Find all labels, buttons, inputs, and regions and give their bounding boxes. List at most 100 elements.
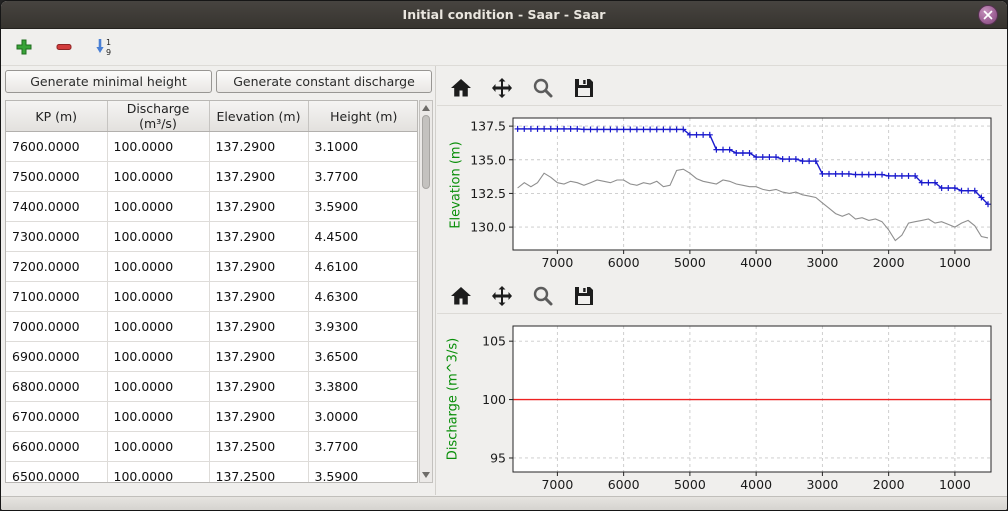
table-cell[interactable]: 3.5900 <box>308 461 417 482</box>
main-toolbar: 1 9 <box>11 31 117 63</box>
table-cell[interactable]: 7300.0000 <box>6 221 108 252</box>
table-cell[interactable]: 6800.0000 <box>6 371 108 402</box>
svg-text:5000: 5000 <box>674 477 706 492</box>
close-icon <box>983 10 993 20</box>
table-cell[interactable]: 100.0000 <box>107 311 210 342</box>
table-cell[interactable]: 3.6500 <box>308 341 417 372</box>
plot-save-button[interactable] <box>570 282 598 310</box>
remove-row-button[interactable] <box>51 34 77 60</box>
table-row: 7300.0000 100.0000 137.2900 4.4500 <box>6 221 417 252</box>
scrollbar-thumb[interactable] <box>422 115 430 189</box>
table-row: 7200.0000 100.0000 137.2900 4.6100 <box>6 251 417 282</box>
generate-constant-discharge-button[interactable]: Generate constant discharge <box>216 70 432 93</box>
table-cell[interactable]: 6700.0000 <box>6 401 108 432</box>
plot-zoom-button[interactable] <box>529 282 557 310</box>
table-cell[interactable]: 100.0000 <box>107 281 210 312</box>
table-cell[interactable]: 7600.0000 <box>6 131 108 162</box>
table-cell[interactable]: 100.0000 <box>107 341 210 372</box>
table-cell[interactable]: 3.3800 <box>308 371 417 402</box>
table-cell[interactable]: 6900.0000 <box>6 341 108 372</box>
plot-save-button[interactable] <box>570 74 598 102</box>
svg-text:95: 95 <box>490 450 506 465</box>
table-cell[interactable]: 137.2900 <box>209 161 309 192</box>
svg-text:3000: 3000 <box>806 255 838 270</box>
table-row: 7400.0000 100.0000 137.2900 3.5900 <box>6 191 417 222</box>
scroll-up-arrow-icon[interactable] <box>422 105 430 111</box>
titlebar[interactable]: Initial condition - Saar - Saar <box>1 1 1007 29</box>
table-cell[interactable]: 100.0000 <box>107 461 210 482</box>
svg-text:132.5: 132.5 <box>470 186 506 201</box>
magnifier-icon <box>533 286 553 306</box>
initial-condition-table[interactable]: KP (m) Discharge (m³/s) Elevation (m) Heigh… <box>5 100 418 483</box>
table-cell[interactable]: 137.2900 <box>209 251 309 282</box>
table-cell[interactable]: 7000.0000 <box>6 311 108 342</box>
floppy-save-icon <box>575 79 593 97</box>
table-cell[interactable]: 100.0000 <box>107 371 210 402</box>
elevation-plot-toolbar <box>447 74 598 102</box>
minus-icon <box>56 44 72 50</box>
table-cell[interactable]: 4.6300 <box>308 281 417 312</box>
plot-pan-button[interactable] <box>488 282 516 310</box>
table-cell[interactable]: 137.2900 <box>209 131 309 162</box>
table-cell[interactable]: 3.1000 <box>308 131 417 162</box>
table-cell[interactable]: 100.0000 <box>107 131 210 162</box>
table-cell[interactable]: 137.2500 <box>209 461 309 482</box>
plot-home-button[interactable] <box>447 74 475 102</box>
table-row: 6700.0000 100.0000 137.2900 3.0000 <box>6 401 417 432</box>
table-cell[interactable]: 100.0000 <box>107 401 210 432</box>
home-icon <box>451 287 471 305</box>
plot-pan-button[interactable] <box>488 74 516 102</box>
generate-minimal-height-button[interactable]: Generate minimal height <box>5 70 212 93</box>
add-row-button[interactable] <box>11 34 37 60</box>
close-button[interactable] <box>978 5 998 25</box>
table-cell[interactable]: 3.0000 <box>308 401 417 432</box>
table-row: 6500.0000 100.0000 137.2500 3.5900 <box>6 461 417 482</box>
table-cell[interactable]: 3.5900 <box>308 191 417 222</box>
table-cell[interactable]: 137.2900 <box>209 191 309 222</box>
elevation-chart-canvas[interactable]: 7000 6000 5000 4000 3000 2000 1000 130.0 132.5 13… <box>437 107 1003 279</box>
window-title: Initial condition - Saar - Saar <box>402 7 606 22</box>
table-cell[interactable]: 3.7700 <box>308 431 417 462</box>
scroll-down-arrow-icon[interactable] <box>422 472 430 478</box>
table-cell[interactable]: 7100.0000 <box>6 281 108 312</box>
column-header: Discharge (m³/s) <box>107 101 210 132</box>
table-cell[interactable]: 100.0000 <box>107 161 210 192</box>
table-cell[interactable]: 137.2900 <box>209 371 309 402</box>
plus-icon <box>16 39 32 55</box>
table-cell[interactable]: 137.2900 <box>209 401 309 432</box>
discharge-chart-canvas[interactable]: 7000 6000 5000 4000 3000 2000 1000 95 100 105 <box>437 315 1003 497</box>
table-cell[interactable]: 100.0000 <box>107 221 210 252</box>
svg-text:1: 1 <box>106 38 111 47</box>
table-cell[interactable]: 137.2900 <box>209 341 309 372</box>
table-row: 7500.0000 100.0000 137.2900 3.7700 <box>6 161 417 192</box>
svg-text:6000: 6000 <box>608 477 640 492</box>
plot-home-button[interactable] <box>447 282 475 310</box>
table-cell[interactable]: 6500.0000 <box>6 461 108 482</box>
table-cell[interactable]: 137.2500 <box>209 431 309 462</box>
table-cell[interactable]: 100.0000 <box>107 251 210 282</box>
table-cell[interactable]: 137.2900 <box>209 281 309 312</box>
table-cell[interactable]: 137.2900 <box>209 311 309 342</box>
panel-divider <box>435 66 436 495</box>
toolbar-separator <box>1 65 1007 66</box>
svg-text:137.5: 137.5 <box>470 119 506 134</box>
table-cell[interactable]: 7400.0000 <box>6 191 108 222</box>
move-arrows-icon <box>492 286 512 306</box>
svg-text:4000: 4000 <box>740 255 772 270</box>
plot-zoom-button[interactable] <box>529 74 557 102</box>
sort-rows-button[interactable]: 1 9 <box>91 34 117 60</box>
table-cell[interactable]: 7500.0000 <box>6 161 108 192</box>
table-vertical-scrollbar[interactable] <box>419 100 433 483</box>
table-cell[interactable]: 4.6100 <box>308 251 417 282</box>
table-cell[interactable]: 4.4500 <box>308 221 417 252</box>
table-cell[interactable]: 6600.0000 <box>6 431 108 462</box>
table-cell[interactable]: 3.7700 <box>308 161 417 192</box>
table-cell[interactable]: 100.0000 <box>107 431 210 462</box>
svg-text:4000: 4000 <box>740 477 772 492</box>
table-cell[interactable]: 100.0000 <box>107 191 210 222</box>
plot-toolbar-separator <box>437 313 1002 314</box>
svg-text:130.0: 130.0 <box>470 220 506 235</box>
table-cell[interactable]: 3.9300 <box>308 311 417 342</box>
table-cell[interactable]: 7200.0000 <box>6 251 108 282</box>
table-cell[interactable]: 137.2900 <box>209 221 309 252</box>
